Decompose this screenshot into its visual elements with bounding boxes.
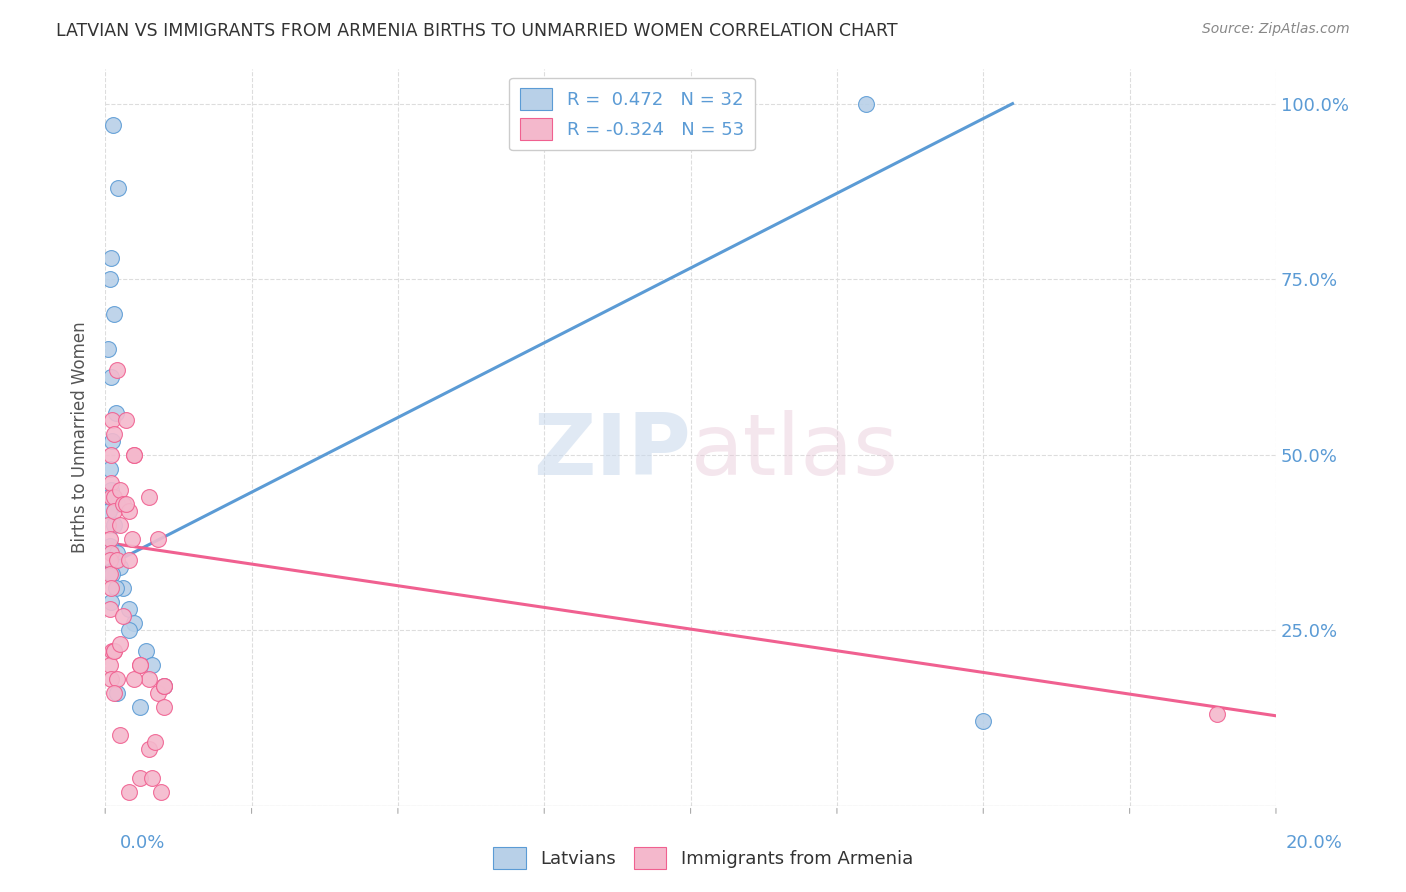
- Point: [143, 735, 166, 749]
- Point: [103, 644, 125, 658]
- Point: [117, 623, 139, 637]
- Point: [111, 609, 134, 624]
- Point: [149, 784, 172, 798]
- Point: [1206, 707, 1229, 722]
- Point: [108, 560, 131, 574]
- Point: [114, 497, 136, 511]
- Point: [103, 644, 125, 658]
- Point: [141, 771, 163, 785]
- Point: [98, 490, 121, 504]
- Text: atlas: atlas: [690, 410, 898, 493]
- Point: [117, 784, 139, 798]
- Point: [105, 497, 128, 511]
- Point: [98, 658, 121, 673]
- Point: [129, 700, 152, 714]
- Point: [152, 679, 174, 693]
- Point: [98, 553, 121, 567]
- Point: [107, 181, 129, 195]
- Text: 0.0%: 0.0%: [120, 834, 165, 852]
- Point: [103, 517, 125, 532]
- Point: [104, 405, 127, 419]
- Point: [108, 517, 131, 532]
- Point: [105, 546, 128, 560]
- Point: [121, 532, 143, 546]
- Point: [98, 602, 121, 616]
- Point: [129, 771, 152, 785]
- Point: [100, 539, 122, 553]
- Point: [103, 307, 125, 321]
- Point: [124, 448, 146, 462]
- Point: [103, 426, 125, 441]
- Point: [141, 658, 163, 673]
- Point: [129, 658, 152, 673]
- Point: [104, 581, 127, 595]
- Legend: R =  0.472   N = 32, R = -0.324   N = 53: R = 0.472 N = 32, R = -0.324 N = 53: [509, 78, 755, 151]
- Point: [124, 616, 146, 631]
- Point: [103, 490, 125, 504]
- Point: [108, 483, 131, 497]
- Point: [100, 673, 122, 687]
- Point: [111, 497, 134, 511]
- Point: [100, 448, 122, 462]
- Point: [117, 553, 139, 567]
- Point: [114, 412, 136, 426]
- Point: [100, 546, 122, 560]
- Point: [972, 714, 994, 729]
- Point: [100, 595, 122, 609]
- Point: [146, 532, 169, 546]
- Point: [97, 343, 120, 357]
- Point: [105, 363, 128, 377]
- Text: ZIP: ZIP: [533, 410, 690, 493]
- Point: [108, 728, 131, 742]
- Point: [117, 602, 139, 616]
- Point: [97, 517, 120, 532]
- Point: [152, 700, 174, 714]
- Point: [100, 581, 122, 595]
- Point: [101, 118, 124, 132]
- Point: [124, 673, 146, 687]
- Point: [98, 532, 121, 546]
- Point: [98, 272, 121, 286]
- Point: [100, 490, 122, 504]
- Point: [101, 566, 124, 581]
- Point: [124, 448, 146, 462]
- Point: [855, 96, 877, 111]
- Point: [98, 461, 121, 475]
- Point: [105, 686, 128, 700]
- Point: [152, 679, 174, 693]
- Point: [135, 644, 157, 658]
- Point: [108, 637, 131, 651]
- Text: LATVIAN VS IMMIGRANTS FROM ARMENIA BIRTHS TO UNMARRIED WOMEN CORRELATION CHART: LATVIAN VS IMMIGRANTS FROM ARMENIA BIRTH…: [56, 22, 898, 40]
- Point: [129, 658, 152, 673]
- Text: Source: ZipAtlas.com: Source: ZipAtlas.com: [1202, 22, 1350, 37]
- Point: [111, 581, 134, 595]
- Point: [103, 686, 125, 700]
- Point: [100, 370, 122, 384]
- Point: [105, 553, 128, 567]
- Point: [98, 566, 121, 581]
- Point: [100, 251, 122, 265]
- Point: [146, 686, 169, 700]
- Point: [101, 412, 124, 426]
- Point: [138, 490, 160, 504]
- Point: [117, 504, 139, 518]
- Text: 20.0%: 20.0%: [1286, 834, 1343, 852]
- Point: [138, 742, 160, 756]
- Point: [100, 483, 122, 497]
- Point: [101, 644, 124, 658]
- Point: [138, 673, 160, 687]
- Y-axis label: Births to Unmarried Women: Births to Unmarried Women: [72, 321, 89, 553]
- Point: [97, 504, 120, 518]
- Point: [105, 673, 128, 687]
- Point: [101, 434, 124, 448]
- Legend: Latvians, Immigrants from Armenia: Latvians, Immigrants from Armenia: [486, 839, 920, 876]
- Point: [100, 475, 122, 490]
- Point: [103, 504, 125, 518]
- Point: [152, 679, 174, 693]
